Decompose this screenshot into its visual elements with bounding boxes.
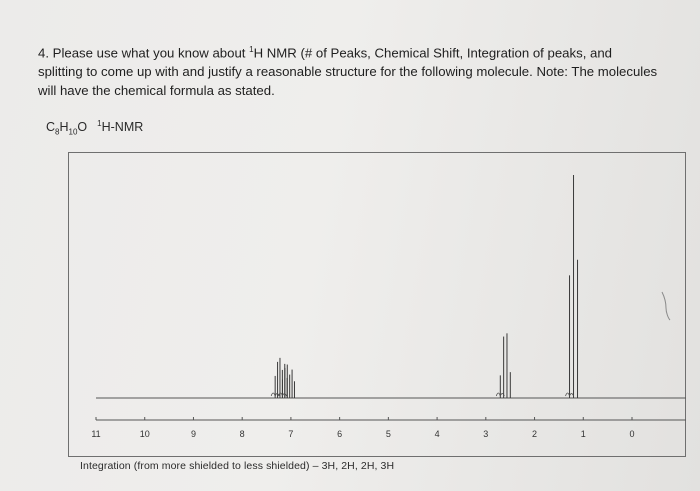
- nmr-superscript: 1: [97, 119, 102, 128]
- x-tick-label: 3: [483, 429, 488, 439]
- formula-c-sub: 8: [55, 127, 60, 137]
- peak-triplet: [565, 175, 579, 398]
- peak-base-wiggle: [565, 392, 574, 398]
- formula-h: H: [59, 120, 69, 135]
- molecular-formula: C8H10O 1H-NMR: [46, 119, 143, 137]
- formula-o: O: [77, 120, 88, 135]
- formula-c: C: [46, 120, 56, 135]
- peak-multiplet: [278, 364, 295, 398]
- question-superscript: 1: [249, 45, 254, 54]
- peak-quartet: [495, 333, 511, 398]
- x-tick-label: 7: [288, 429, 293, 439]
- nmr-label: H-NMR: [101, 120, 144, 135]
- x-tick-label: 4: [435, 429, 440, 439]
- question-text: 4. Please use what you know about 1H NMR…: [38, 40, 658, 100]
- spectrum-frame: [68, 152, 686, 457]
- x-tick-label: 8: [240, 429, 245, 439]
- x-tick-label: 6: [337, 429, 342, 439]
- question-prefix: 4. Please use what you know about: [38, 45, 250, 61]
- peak-base-wiggle: [495, 392, 505, 398]
- x-tick-label: 1: [581, 429, 586, 439]
- peak-base-wiggle: [270, 392, 280, 398]
- x-tick-label: 5: [386, 429, 391, 439]
- question-rest: H NMR (# of Peaks, Chemical Shift, Integ…: [38, 45, 658, 99]
- x-tick-label: 11: [91, 429, 100, 439]
- x-tick-label: 10: [140, 429, 150, 439]
- integral-mark: [661, 291, 671, 321]
- formula-h-sub: 10: [68, 127, 78, 137]
- integration-note: Integration (from more shielded to less …: [80, 460, 395, 472]
- peak-base-wiggle: [278, 392, 287, 398]
- x-tick-label: 9: [191, 429, 196, 439]
- x-tick-label: 0: [629, 429, 634, 439]
- x-tick-label: 2: [532, 429, 537, 439]
